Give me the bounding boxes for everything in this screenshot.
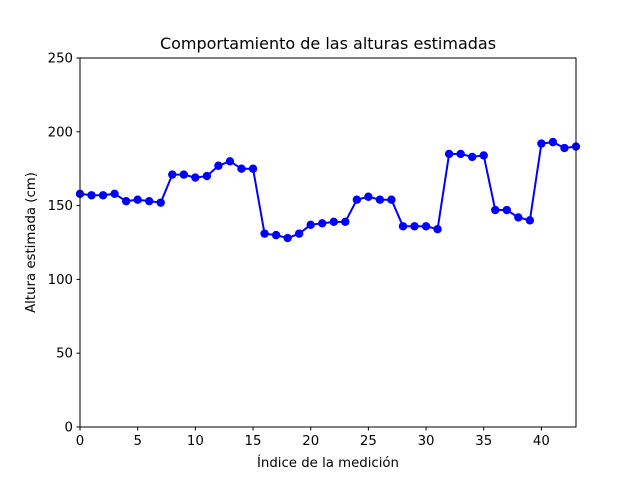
plot-area bbox=[75, 137, 581, 243]
data-point bbox=[352, 195, 362, 204]
data-point bbox=[525, 216, 535, 225]
data-point bbox=[156, 198, 165, 207]
data-point bbox=[179, 170, 189, 179]
data-point bbox=[548, 137, 558, 147]
x-tick-label: 0 bbox=[76, 434, 84, 449]
y-tick-label: 200 bbox=[48, 125, 73, 140]
data-point bbox=[248, 164, 258, 173]
data-point bbox=[283, 233, 292, 243]
data-point bbox=[502, 205, 511, 215]
y-tick-label: 150 bbox=[48, 199, 73, 214]
data-point bbox=[306, 220, 315, 229]
data-point bbox=[260, 229, 269, 238]
data-point bbox=[387, 195, 396, 204]
data-point bbox=[121, 196, 131, 206]
data-point bbox=[110, 189, 119, 198]
data-point bbox=[214, 161, 223, 170]
x-tick-label: 35 bbox=[475, 434, 492, 449]
y-tick-label: 100 bbox=[48, 273, 73, 288]
x-tick-label: 15 bbox=[245, 434, 262, 449]
x-axis: 0 5 10 15 20 25 30 35 40 bbox=[76, 427, 550, 449]
data-point bbox=[375, 195, 385, 204]
x-tick-label: 10 bbox=[187, 434, 204, 449]
data-point bbox=[271, 230, 281, 240]
x-tick-label: 25 bbox=[360, 434, 377, 449]
x-tick-label: 5 bbox=[133, 434, 141, 449]
data-point bbox=[410, 222, 419, 231]
axes-frame bbox=[79, 57, 577, 428]
data-point bbox=[237, 164, 246, 173]
data-point bbox=[364, 192, 373, 201]
data-point bbox=[329, 217, 338, 227]
y-tick-label: 50 bbox=[56, 347, 73, 362]
data-point bbox=[444, 149, 454, 159]
series-line bbox=[79, 141, 577, 240]
x-tick-label: 30 bbox=[418, 434, 435, 449]
y-axis-label: Altura estimada (cm) bbox=[24, 172, 39, 313]
data-point bbox=[225, 157, 235, 166]
chart-title: Comportamiento de las alturas estimadas bbox=[160, 34, 496, 53]
data-point bbox=[294, 229, 304, 238]
data-point bbox=[514, 213, 523, 222]
data-point bbox=[87, 191, 96, 200]
data-point bbox=[168, 170, 177, 179]
data-point bbox=[341, 217, 350, 227]
x-tick-label: 20 bbox=[302, 434, 319, 449]
y-tick-label: 0 bbox=[65, 421, 73, 436]
y-tick-label: 250 bbox=[48, 52, 73, 67]
data-point bbox=[98, 191, 108, 200]
data-point bbox=[560, 143, 569, 153]
data-point bbox=[145, 196, 154, 206]
x-axis-label: Índice de la medición bbox=[257, 454, 399, 471]
data-point bbox=[398, 222, 408, 231]
data-point bbox=[202, 171, 212, 181]
data-point bbox=[433, 225, 442, 234]
x-tick-label: 40 bbox=[533, 434, 550, 449]
data-point bbox=[133, 195, 142, 204]
data-point bbox=[537, 139, 546, 148]
data-point bbox=[467, 152, 477, 162]
data-point bbox=[479, 151, 488, 160]
data-point bbox=[318, 219, 327, 228]
data-point bbox=[191, 173, 200, 182]
y-axis: 0 50 100 150 200 250 bbox=[48, 52, 80, 436]
data-point bbox=[456, 149, 465, 159]
data-point bbox=[491, 205, 500, 215]
data-point bbox=[421, 222, 431, 231]
